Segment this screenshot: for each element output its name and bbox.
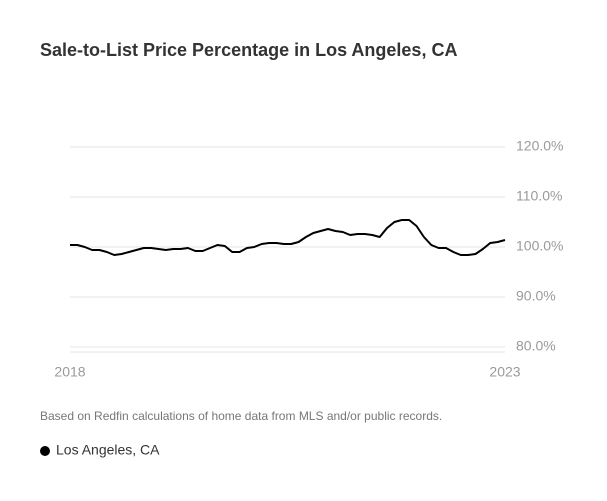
data-line [70, 219, 506, 256]
y-tick-label: 90.0% [516, 288, 556, 304]
legend-label: Los Angeles, CA [56, 442, 160, 458]
legend-marker [40, 446, 50, 456]
y-tick-label: 120.0% [516, 138, 563, 154]
y-tick-label: 110.0% [516, 188, 562, 204]
chart-title: Sale-to-List Price Percentage in Los Ang… [40, 40, 457, 60]
note: Based on Redfin calculations of home dat… [40, 409, 442, 423]
x-tick-label: 2023 [489, 364, 520, 380]
y-tick-label: 100.0% [516, 238, 563, 254]
y-tick-label: 80.0% [516, 338, 556, 354]
x-tick-label: 2018 [54, 364, 85, 380]
